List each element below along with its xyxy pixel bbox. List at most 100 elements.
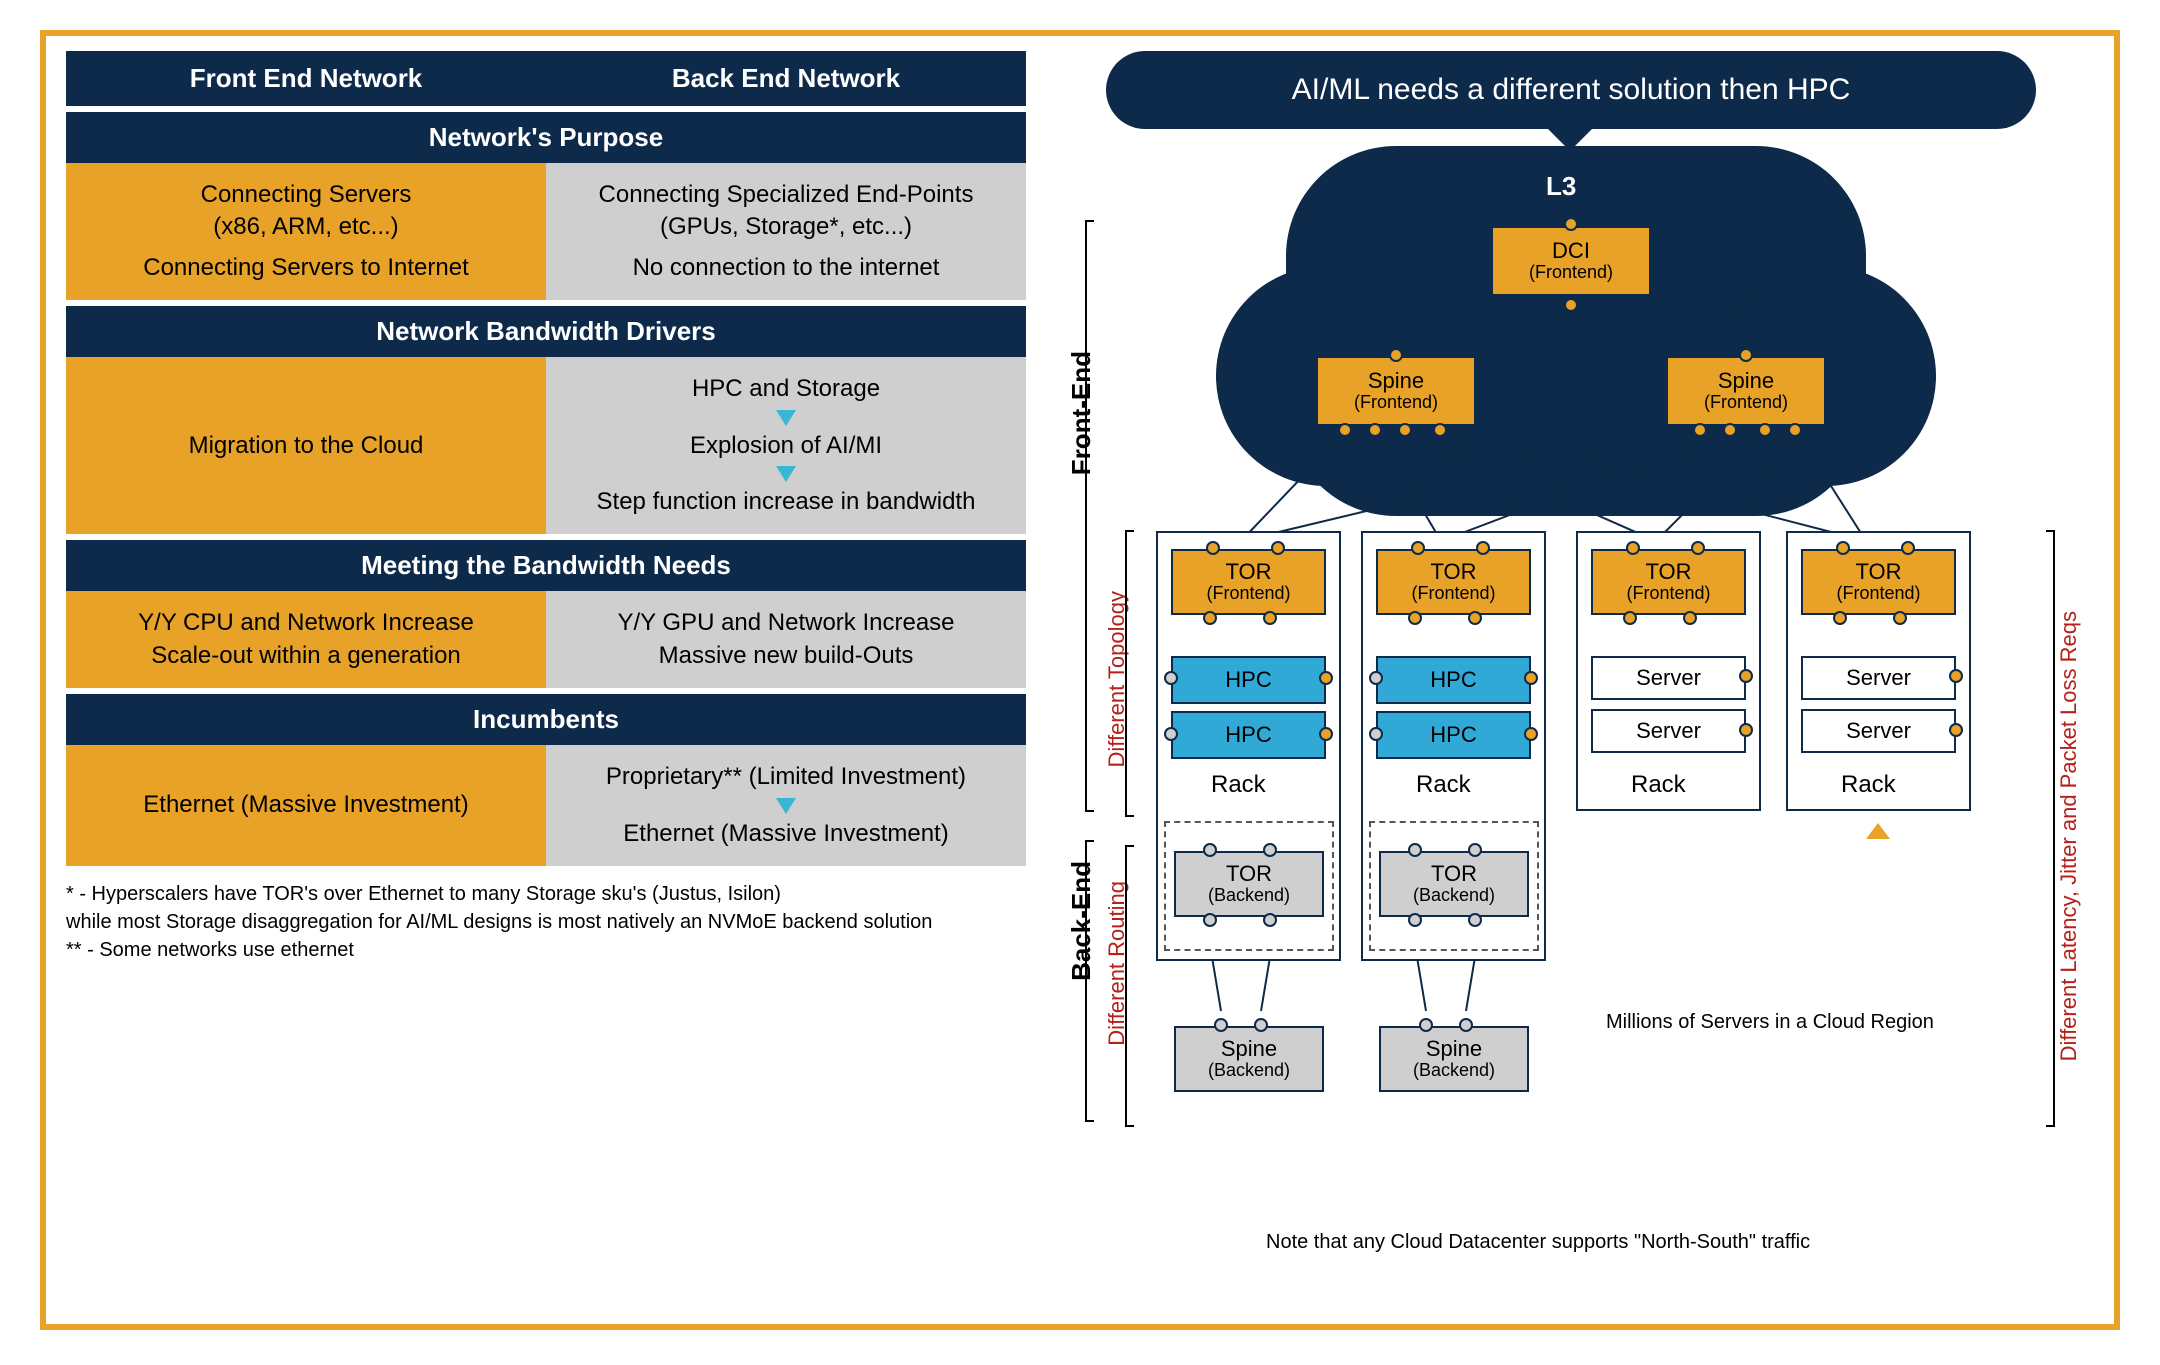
port-dot xyxy=(1524,671,1538,685)
port-dot xyxy=(1203,913,1217,927)
rack-label: Rack xyxy=(1841,771,1896,799)
port-dot xyxy=(1203,611,1217,625)
cell-purpose-be: Connecting Specialized End-Points (GPUs,… xyxy=(546,163,1026,300)
arrow-down-icon xyxy=(776,410,796,426)
port-dot xyxy=(1739,348,1753,362)
node-tor-be: TOR(Backend) xyxy=(1379,851,1529,917)
table-header-row: Front End Network Back End Network xyxy=(66,51,1026,106)
diagram-frame: Front End Network Back End Network Netwo… xyxy=(40,30,2120,1330)
section-title-incumbents: Incumbents xyxy=(66,694,1026,745)
section-title-purpose: Network's Purpose xyxy=(66,112,1026,163)
port-dot xyxy=(1408,843,1422,857)
port-dot xyxy=(1271,541,1285,555)
port-dot xyxy=(1319,727,1333,741)
cell-drivers-be: HPC and Storage Explosion of AI/MI Step … xyxy=(546,357,1026,534)
node-spine-fe: Spine(Frontend) xyxy=(1666,356,1826,426)
port-dot xyxy=(1459,1018,1473,1032)
port-dot xyxy=(1524,727,1538,741)
node-server: Server xyxy=(1801,709,1956,753)
arrow-down-icon xyxy=(776,466,796,482)
port-dot xyxy=(1408,611,1422,625)
node-spine-be: Spine(Backend) xyxy=(1379,1026,1529,1092)
port-dot xyxy=(1833,611,1847,625)
caret-up-icon xyxy=(1866,823,1890,839)
rack-label: Rack xyxy=(1416,771,1471,799)
port-dot xyxy=(1206,541,1220,555)
rack-label: Rack xyxy=(1631,771,1686,799)
node-server: Server xyxy=(1591,656,1746,700)
cell-drivers-fe: Migration to the Cloud xyxy=(66,357,546,534)
comparison-table: Front End Network Back End Network Netwo… xyxy=(66,51,1026,964)
arrow-down-icon xyxy=(776,798,796,814)
port-dot xyxy=(1691,541,1705,555)
vlabel-diff-routing: Different Routing xyxy=(1104,881,1130,1046)
header-frontend: Front End Network xyxy=(66,51,546,106)
cell-meeting-fe: Y/Y CPU and Network Increase Scale-out w… xyxy=(66,591,546,688)
port-dot xyxy=(1164,727,1178,741)
section-title-meeting: Meeting the Bandwidth Needs xyxy=(66,540,1026,591)
table-row: Migration to the Cloud HPC and Storage E… xyxy=(66,357,1026,534)
port-dot xyxy=(1319,671,1333,685)
port-dot xyxy=(1468,611,1482,625)
node-hpc: HPC xyxy=(1171,711,1326,759)
port-dot xyxy=(1369,727,1383,741)
node-tor-fe: TOR(Frontend) xyxy=(1801,549,1956,615)
port-dot xyxy=(1263,611,1277,625)
port-dot xyxy=(1893,611,1907,625)
section-title-drivers: Network Bandwidth Drivers xyxy=(66,306,1026,357)
port-dot xyxy=(1389,348,1403,362)
port-dot xyxy=(1949,723,1963,737)
cloud-label: L3 xyxy=(1546,171,1576,202)
port-dot xyxy=(1758,423,1772,437)
port-dot xyxy=(1263,843,1277,857)
vlabel-diff-latency: Different Latency, Jitter and Packet Los… xyxy=(2056,611,2082,1061)
cell-purpose-fe: Connecting Servers (x86, ARM, etc...) Co… xyxy=(66,163,546,300)
port-dot xyxy=(1476,541,1490,555)
port-dot xyxy=(1338,423,1352,437)
node-hpc: HPC xyxy=(1376,656,1531,704)
millions-label: Millions of Servers in a Cloud Region xyxy=(1606,1011,2036,1034)
port-dot xyxy=(1739,669,1753,683)
port-dot xyxy=(1739,723,1753,737)
right-footnote: Note that any Cloud Datacenter supports … xyxy=(1266,1231,1810,1254)
node-spine-fe: Spine(Frontend) xyxy=(1316,356,1476,426)
port-dot xyxy=(1723,423,1737,437)
port-dot xyxy=(1901,541,1915,555)
port-dot xyxy=(1788,423,1802,437)
node-tor-fe: TOR(Frontend) xyxy=(1376,549,1531,615)
port-dot xyxy=(1468,843,1482,857)
port-dot xyxy=(1623,611,1637,625)
header-backend: Back End Network xyxy=(546,51,1026,106)
node-server: Server xyxy=(1591,709,1746,753)
port-dot xyxy=(1564,298,1578,312)
port-dot xyxy=(1836,541,1850,555)
port-dot xyxy=(1468,913,1482,927)
rack-label: Rack xyxy=(1211,771,1266,799)
node-tor-fe: TOR(Frontend) xyxy=(1171,549,1326,615)
vlabel-backend: Back-End xyxy=(1066,861,1097,981)
banner-title: AI/ML needs a different solution then HP… xyxy=(1106,51,2036,129)
vlabel-diff-topology: Different Topology xyxy=(1104,591,1130,768)
table-row: Ethernet (Massive Investment) Proprietar… xyxy=(66,745,1026,866)
port-dot xyxy=(1626,541,1640,555)
node-tor-fe: TOR(Frontend) xyxy=(1591,549,1746,615)
port-dot xyxy=(1203,843,1217,857)
port-dot xyxy=(1398,423,1412,437)
port-dot xyxy=(1368,423,1382,437)
node-server: Server xyxy=(1801,656,1956,700)
node-spine-be: Spine(Backend) xyxy=(1174,1026,1324,1092)
port-dot xyxy=(1369,671,1383,685)
port-dot xyxy=(1263,913,1277,927)
vlabel-frontend: Front-End xyxy=(1066,351,1097,475)
node-tor-be: TOR(Backend) xyxy=(1174,851,1324,917)
cell-meeting-be: Y/Y GPU and Network Increase Massive new… xyxy=(546,591,1026,688)
port-dot xyxy=(1164,671,1178,685)
port-dot xyxy=(1254,1018,1268,1032)
port-dot xyxy=(1433,423,1447,437)
port-dot xyxy=(1693,423,1707,437)
topology-diagram: AI/ML needs a different solution then HP… xyxy=(1046,51,2096,1311)
port-dot xyxy=(1683,611,1697,625)
table-row: Y/Y CPU and Network Increase Scale-out w… xyxy=(66,591,1026,688)
port-dot xyxy=(1411,541,1425,555)
port-dot xyxy=(1564,217,1578,231)
